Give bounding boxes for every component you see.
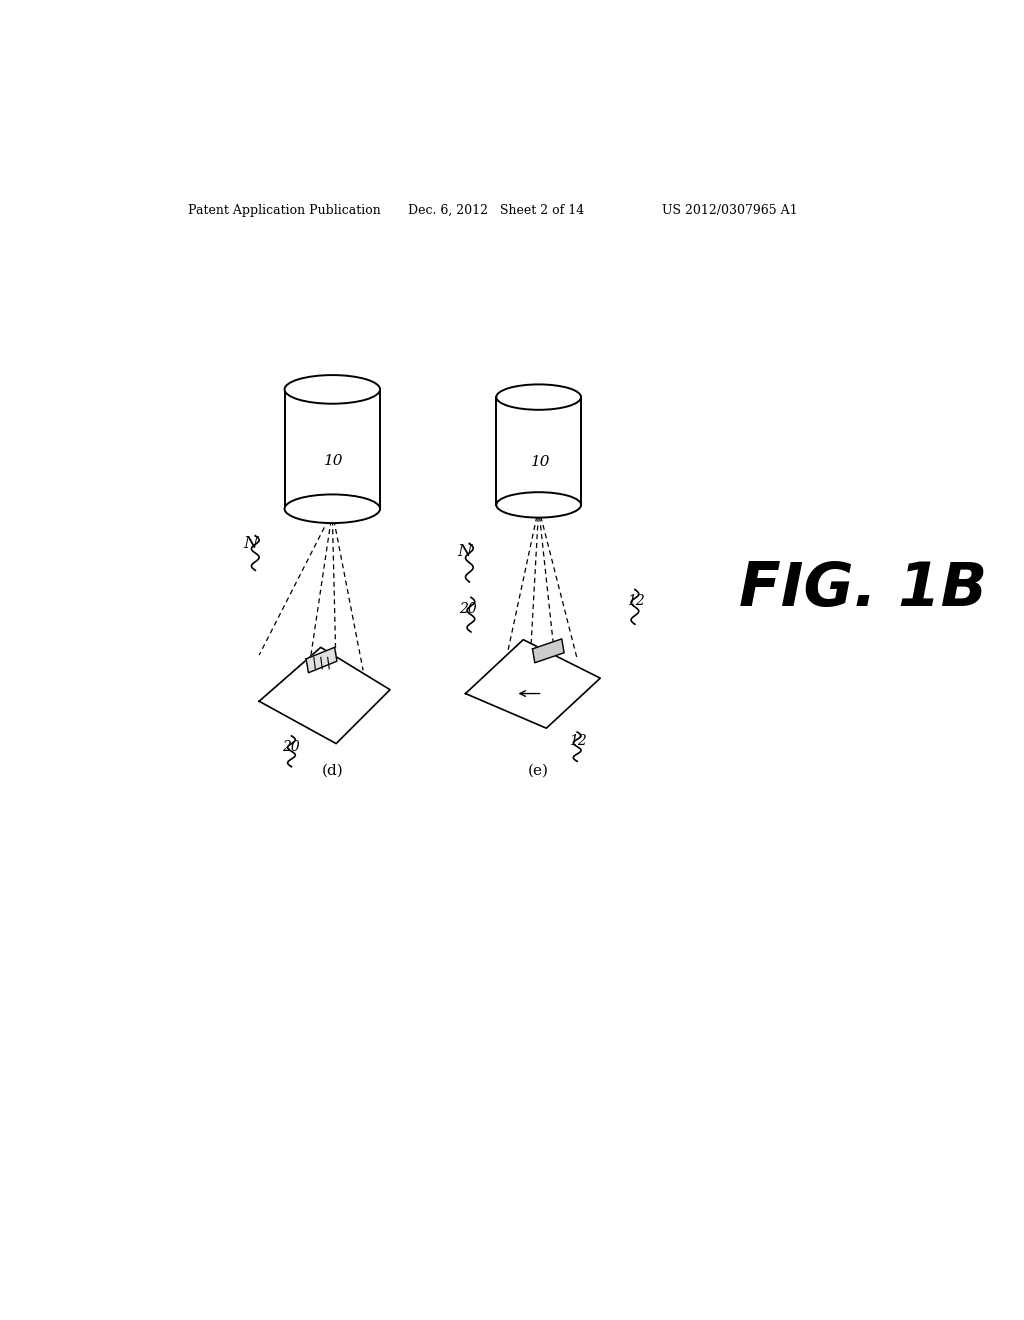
Text: (e): (e) xyxy=(528,763,549,777)
Polygon shape xyxy=(306,647,337,673)
Text: (d): (d) xyxy=(322,763,343,777)
Text: US 2012/0307965 A1: US 2012/0307965 A1 xyxy=(662,205,798,218)
Text: Dec. 6, 2012   Sheet 2 of 14: Dec. 6, 2012 Sheet 2 of 14 xyxy=(408,205,584,218)
Ellipse shape xyxy=(497,492,581,517)
Text: N: N xyxy=(244,535,258,552)
Text: FIG. 1B: FIG. 1B xyxy=(739,560,987,619)
Ellipse shape xyxy=(497,384,581,409)
Text: N: N xyxy=(458,543,472,560)
Polygon shape xyxy=(532,639,564,663)
Text: 20: 20 xyxy=(460,602,477,616)
Ellipse shape xyxy=(285,375,380,404)
Text: 10: 10 xyxy=(530,455,550,469)
Text: 20: 20 xyxy=(283,741,300,755)
Polygon shape xyxy=(285,389,380,508)
Polygon shape xyxy=(466,640,600,729)
Text: 10: 10 xyxy=(324,454,344,469)
Text: 12: 12 xyxy=(569,734,587,748)
Ellipse shape xyxy=(285,495,380,523)
Text: Patent Application Publication: Patent Application Publication xyxy=(188,205,381,218)
Text: 12: 12 xyxy=(628,594,645,609)
Polygon shape xyxy=(497,397,581,506)
Polygon shape xyxy=(259,647,390,743)
